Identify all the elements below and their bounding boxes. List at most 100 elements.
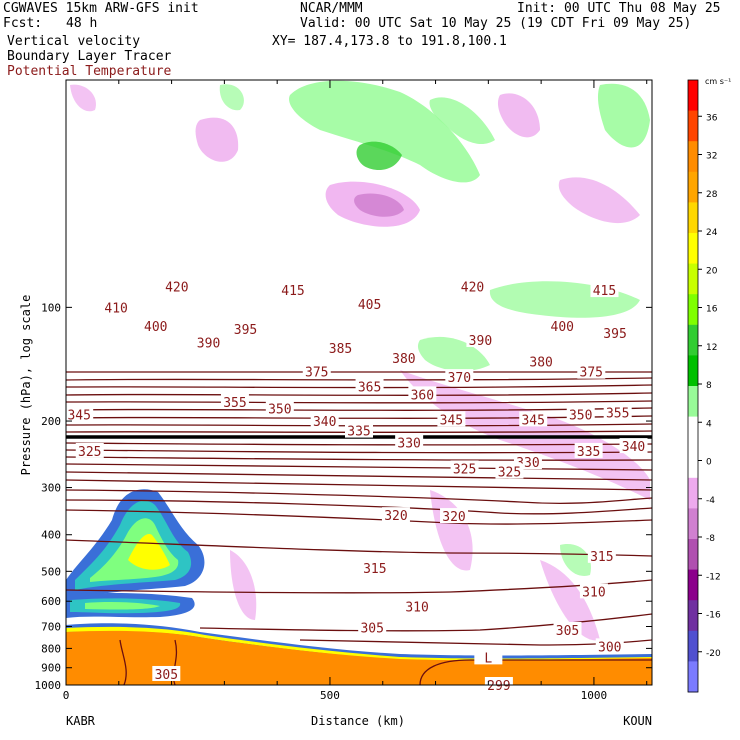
theta-label: 330 xyxy=(397,437,420,452)
y-tick-label: 400 xyxy=(41,529,61,542)
theta-label: 310 xyxy=(582,585,605,600)
theta-label-bg xyxy=(437,411,466,427)
colorbar-tick-label: 32 xyxy=(706,152,717,162)
theta-label-bg xyxy=(440,508,469,524)
upward-motion-region xyxy=(289,80,480,183)
theta-label-bg xyxy=(265,400,294,416)
theta-label: 315 xyxy=(590,550,613,565)
tracer-surface-band-inner xyxy=(66,626,652,661)
theta-label: 395 xyxy=(603,327,626,342)
theta-label-bg xyxy=(603,404,632,420)
theta-label-bg xyxy=(495,463,524,479)
colorbar-swatch xyxy=(688,263,698,295)
theta-label: 340 xyxy=(313,415,336,430)
colorbar-swatch xyxy=(688,386,698,418)
theta-label-bg xyxy=(577,363,606,379)
forecast-hour: 48 h xyxy=(66,16,98,31)
theta-contour xyxy=(66,456,652,461)
theta-label: 355 xyxy=(606,407,629,422)
theta-label: 345 xyxy=(67,408,90,423)
theta-label: 325 xyxy=(498,465,521,480)
colorbar-swatch xyxy=(688,294,698,326)
theta-contour xyxy=(66,449,652,454)
downward-motion-region xyxy=(430,490,473,571)
colorbar-tick-label: 20 xyxy=(706,266,718,276)
theta-label-bg xyxy=(358,619,387,635)
colorbar-tick-label: 28 xyxy=(706,190,718,200)
theta-label: 375 xyxy=(305,366,328,381)
theta-label: 420 xyxy=(165,280,188,295)
theta-contour xyxy=(66,415,652,419)
theta-label-bg xyxy=(345,422,373,438)
theta-label-bg xyxy=(355,378,384,394)
colorbar-swatch xyxy=(688,569,698,601)
colorbar-tick-label: -8 xyxy=(706,534,715,544)
downward-motion-core xyxy=(354,193,404,217)
downward-motion-region xyxy=(558,177,640,224)
y-tick-label: 200 xyxy=(41,415,61,428)
upward-motion-core xyxy=(356,141,402,171)
upward-motion-region xyxy=(429,97,495,145)
theta-label-bg xyxy=(619,438,648,454)
y-axis-label: Pressure (hPa), log scale xyxy=(19,295,33,476)
theta-contours xyxy=(66,371,652,646)
theta-label-bg xyxy=(450,460,479,476)
downward-motion-region xyxy=(400,370,650,500)
downward-motion-region xyxy=(195,117,239,162)
model-title: CGWAVES 15km ARW-GFS init xyxy=(3,1,199,16)
org-label: NCAR/MMM xyxy=(300,1,363,16)
colorbar-tick-label: 8 xyxy=(706,381,712,391)
theta-label: 370 xyxy=(448,371,471,386)
theta-label-bg xyxy=(65,406,94,422)
field-potential-temperature: Potential Temperature xyxy=(7,64,172,79)
colorbar-swatch xyxy=(688,630,698,662)
theta-label-bg xyxy=(474,649,503,665)
upward-motion-region xyxy=(597,83,650,148)
colorbar: 36 32 28 24 20 16 12 8 4 0 -4 -8 -12 -16 -20 xyxy=(687,79,721,693)
valid-time: Valid: 00 UTC Sat 10 May 25 (19 CDT Fri … xyxy=(300,16,692,31)
theta-label-bg xyxy=(310,413,339,429)
colorbar-tick-label: -12 xyxy=(706,572,721,582)
theta-label-bg xyxy=(302,363,331,379)
theta-label-bg xyxy=(595,638,624,654)
y-tick-label: 100 xyxy=(41,301,61,314)
theta-label: 310 xyxy=(405,601,428,616)
right-endpoint-label: KOUN xyxy=(623,714,652,728)
theta-label: 335 xyxy=(577,445,600,460)
terrain-fill xyxy=(66,630,652,685)
colorbar-swatch xyxy=(688,477,698,509)
y-tick-label: 600 xyxy=(41,595,61,608)
colorbar-swatch xyxy=(688,233,698,265)
y-tick-label: 900 xyxy=(41,662,61,675)
theta-label-bg xyxy=(527,353,556,369)
theta-label-bg xyxy=(360,560,389,576)
theta-label: 360 xyxy=(411,388,434,403)
forecast-label: Fcst: xyxy=(3,16,43,31)
colorbar-swatch xyxy=(688,661,698,693)
theta-label: 300 xyxy=(598,640,621,655)
downward-motion-region xyxy=(497,93,540,138)
theta-label: 355 xyxy=(223,396,246,411)
theta-contour xyxy=(66,407,652,411)
theta-label-bg xyxy=(75,442,104,458)
theta-label-bg xyxy=(566,406,595,422)
colorbar-swatch xyxy=(688,202,698,234)
theta-label-bg xyxy=(445,369,474,385)
theta-contour xyxy=(66,442,652,446)
y-tick-label: 800 xyxy=(41,642,61,655)
theta-label: 405 xyxy=(358,298,381,313)
theta-contour xyxy=(66,384,652,389)
theta-label: 305 xyxy=(155,668,178,683)
upward-motion-region xyxy=(417,336,490,372)
theta-label-bg xyxy=(194,334,223,350)
colorbar-tick-label: 0 xyxy=(706,458,712,468)
theta-label-bg xyxy=(279,282,308,298)
field-boundary-layer-tracer: Boundary Layer Tracer xyxy=(7,49,172,64)
colorbar-frame xyxy=(687,79,699,693)
colorbar-tick-label: 24 xyxy=(706,228,718,238)
x-tick-label: 500 xyxy=(320,689,340,702)
theta-contour xyxy=(66,430,652,434)
theta-label: 345 xyxy=(521,413,544,428)
theta-label: 375 xyxy=(580,366,603,381)
colorbar-tick-label: 4 xyxy=(706,419,712,429)
